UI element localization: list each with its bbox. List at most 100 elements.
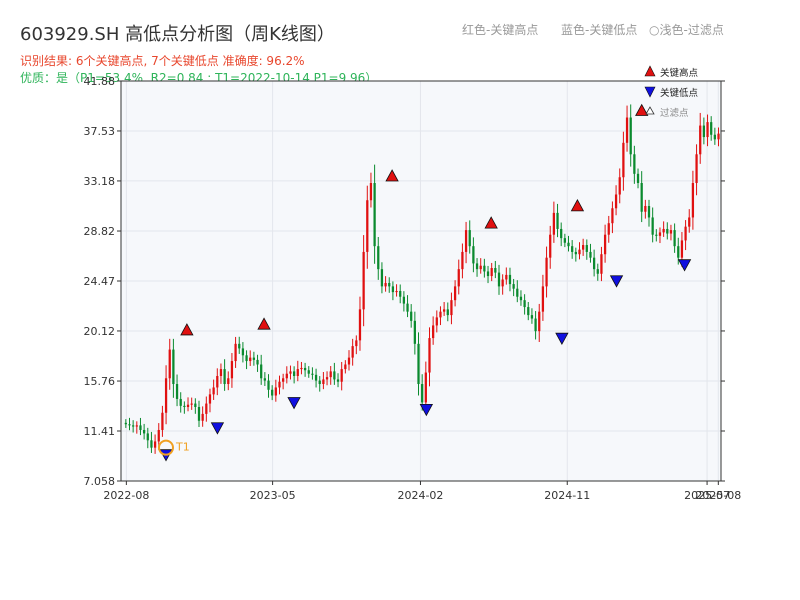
x-tick-label: 2025-07 (684, 489, 730, 502)
candle-body (618, 177, 621, 195)
candle-body (380, 269, 384, 287)
legend-high-icon (644, 65, 656, 77)
candle-body (410, 311, 413, 321)
candle-body (219, 369, 223, 376)
candle-body (505, 274, 508, 280)
candle-body (271, 389, 274, 396)
candle-body (574, 251, 577, 255)
candle-body (582, 245, 585, 250)
key-low-marker (609, 275, 624, 288)
candle-body (373, 183, 376, 247)
candle-body (589, 251, 592, 258)
candle-body (486, 271, 490, 277)
candle-body (333, 371, 336, 380)
hint-light-filtered: ○浅色-过滤点 (649, 21, 724, 38)
candle-body (702, 125, 706, 138)
candle-body (223, 369, 226, 385)
candle-body (256, 359, 259, 365)
candle-body (366, 200, 369, 252)
candle-body (183, 405, 186, 408)
candle-body (457, 269, 460, 287)
candle-body (274, 387, 277, 396)
t1-label: T1 (175, 441, 190, 454)
candle-body (303, 367, 307, 371)
candle-body (545, 257, 548, 287)
legend-low-label: 关键低点 (660, 87, 699, 99)
candle-body (596, 269, 599, 274)
candle-body (344, 364, 347, 370)
candle-body (651, 217, 654, 235)
candle-body (267, 380, 270, 390)
candle-body (263, 378, 266, 381)
candle-body (461, 251, 464, 270)
candle-body (603, 234, 607, 255)
x-tick-label: 2025-08 (695, 489, 741, 502)
candle-body (282, 378, 285, 382)
candle-body (252, 357, 256, 360)
candle-body (549, 234, 552, 258)
candle-body (197, 407, 201, 421)
candle-body (501, 279, 504, 287)
hint-light-label: 浅色-过滤点 (659, 23, 724, 37)
candle-body (432, 325, 435, 339)
candle-body (552, 212, 556, 235)
candle-body (538, 311, 541, 332)
legend-low-icon (644, 86, 656, 98)
candle-body (249, 357, 252, 362)
candle-body (629, 117, 632, 155)
candle-body (530, 315, 534, 319)
candle-body (490, 268, 493, 277)
candle-body (640, 183, 643, 212)
candle-body (523, 300, 526, 308)
candle-body (384, 282, 387, 287)
candle-body (399, 290, 402, 297)
hint-blue-low: 蓝色-关键低点 (561, 23, 638, 37)
y-tick-label: 28.82 (84, 225, 116, 238)
y-tick-label: 33.18 (84, 175, 116, 188)
candle-body (647, 205, 651, 218)
x-tick-label: 2023-05 (250, 489, 296, 502)
key-low-marker (677, 259, 692, 272)
y-tick-label: 7.058 (84, 475, 116, 488)
candle-body (406, 303, 409, 312)
candle-body (340, 369, 343, 382)
candle-body (124, 422, 127, 425)
candle-body (673, 230, 676, 247)
candle-body (139, 425, 142, 430)
candle-body (292, 371, 296, 376)
legend-high-label: 关键高点 (660, 67, 699, 79)
candle-body (289, 371, 292, 374)
candle-body (402, 296, 406, 304)
candle-body (164, 378, 168, 413)
candle-body (560, 228, 563, 239)
key-high-marker (180, 323, 194, 336)
candle-body (318, 380, 321, 385)
candle-body (285, 373, 288, 379)
candle-body (658, 232, 662, 236)
candle-body (713, 134, 716, 140)
candle-body (563, 238, 566, 243)
key-high-marker (570, 199, 585, 212)
candle-body (190, 403, 193, 405)
candle-body (142, 429, 146, 434)
candle-body (680, 240, 684, 258)
candle-body (194, 403, 197, 408)
candle-body (625, 117, 629, 143)
candle-body (446, 309, 449, 316)
candle-body (322, 379, 325, 385)
candle-body (369, 183, 373, 201)
y-tick-label: 15.76 (84, 375, 116, 388)
candle-body (468, 230, 471, 247)
hint-red-high: 红色-关键高点 (462, 23, 539, 37)
candle-body (208, 394, 212, 404)
candle-body (216, 375, 219, 388)
candle-body (245, 355, 248, 362)
candle-body (527, 307, 530, 316)
candle-body (300, 367, 303, 370)
key-high-marker (635, 103, 649, 116)
candle-body (413, 320, 416, 344)
candle-body (307, 370, 310, 374)
candle-body (395, 290, 398, 293)
candle-body (424, 372, 427, 403)
candle-body (475, 263, 479, 270)
